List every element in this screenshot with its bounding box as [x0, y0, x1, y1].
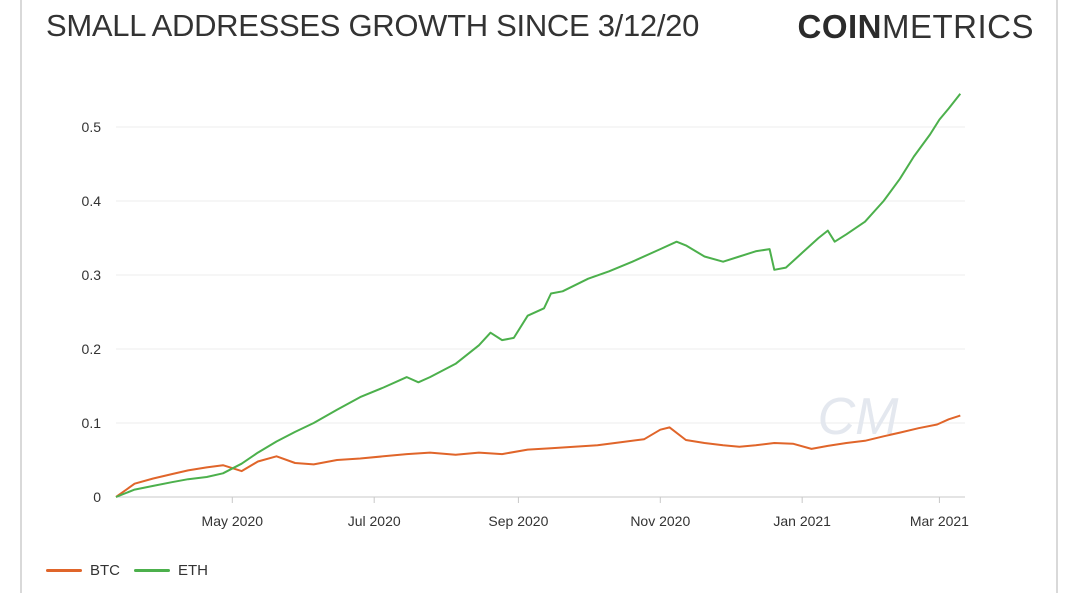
x-tick-label: Mar 2021: [910, 513, 969, 529]
legend-item-eth[interactable]: ETH: [134, 562, 208, 579]
legend-swatch-btc: [46, 569, 82, 572]
frame-right-border: [1056, 0, 1058, 593]
x-tick-label: Jan 2021: [773, 513, 831, 529]
frame-left-border: [20, 0, 22, 593]
chart-title: SMALL ADDRESSES GROWTH SINCE 3/12/20: [46, 8, 700, 43]
series-line-eth: [115, 93, 962, 498]
watermark-logo: CM: [818, 388, 900, 446]
y-tick-label: 0.5: [82, 119, 102, 135]
chart-legend: BTC ETH: [46, 562, 208, 579]
x-tick-label: Nov 2020: [630, 513, 690, 529]
legend-item-btc[interactable]: BTC: [46, 562, 120, 579]
brand-logo-bold: COIN: [797, 8, 882, 45]
brand-logo-light: METRICS: [882, 8, 1034, 45]
y-tick-label: 0.4: [82, 193, 102, 209]
y-tick-label: 0.3: [82, 267, 102, 283]
y-tick-label: 0.2: [82, 341, 102, 357]
x-tick-label: May 2020: [202, 513, 264, 529]
brand-logo: COINMETRICS: [798, 8, 1035, 46]
x-tick-label: Jul 2020: [348, 513, 401, 529]
legend-swatch-eth: [134, 569, 170, 572]
y-tick-label: 0.1: [82, 415, 102, 431]
x-tick-label: Sep 2020: [488, 513, 548, 529]
series-line-btc: [115, 414, 961, 498]
legend-label-eth: ETH: [178, 562, 208, 579]
legend-label-btc: BTC: [90, 562, 120, 579]
y-tick-label: 0: [93, 489, 101, 505]
